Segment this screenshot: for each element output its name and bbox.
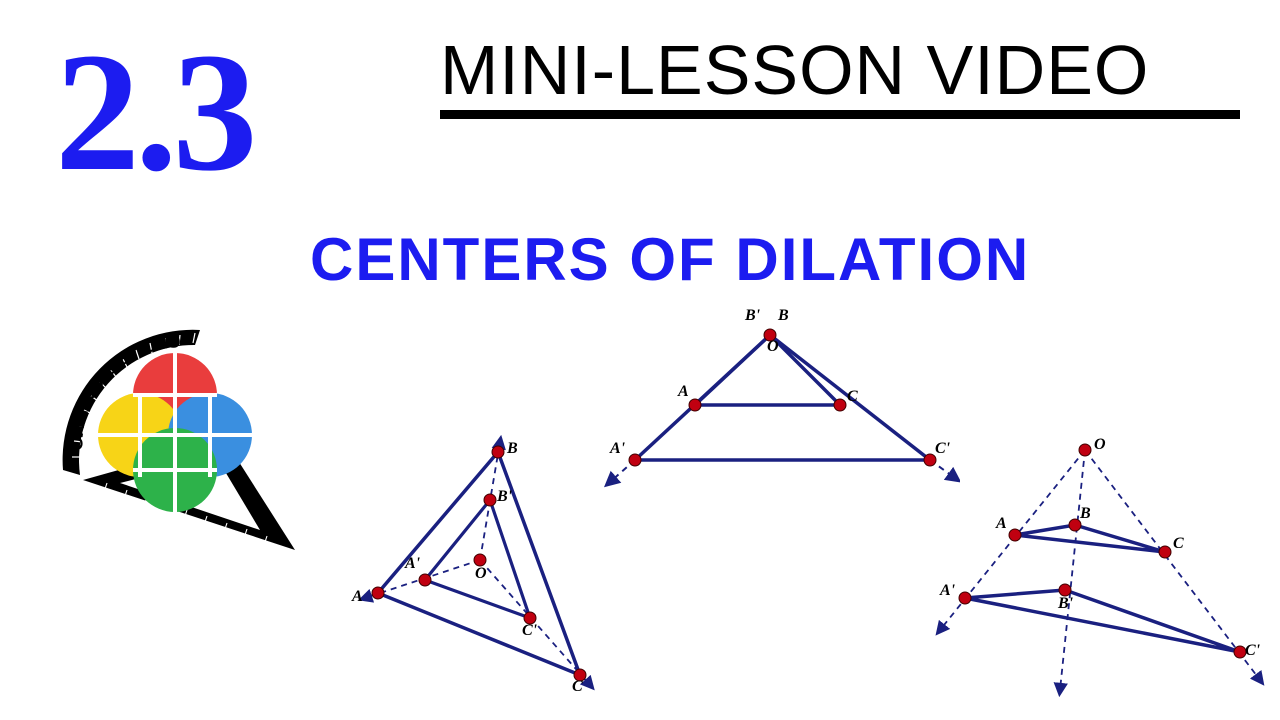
label-B: B	[778, 307, 789, 325]
label-Bp: B'	[745, 307, 760, 325]
label-C: C	[1173, 535, 1184, 553]
label-B: B	[507, 440, 518, 458]
label-Cp: C'	[1245, 642, 1260, 660]
label-B: B	[1080, 505, 1091, 523]
subtitle: CENTERS OF DILATION	[310, 225, 1030, 294]
label-O: O	[767, 338, 779, 356]
logo: GEOMETRY COMMONCORE	[35, 300, 325, 590]
label-Cp: C'	[522, 622, 537, 640]
label-Bp: B'	[497, 488, 512, 506]
label-O: O	[1094, 436, 1106, 454]
header-underline	[440, 110, 1240, 119]
diagram-bottom-right: O A B C A' B' C'	[930, 430, 1270, 710]
label-Ap: A'	[405, 555, 420, 573]
label-Ap: A'	[940, 582, 955, 600]
diagram-bottom-left: B B' A' O A C' C	[350, 430, 630, 700]
label-A: A	[678, 383, 689, 401]
label-A: A	[352, 588, 363, 606]
label-C: C	[847, 388, 858, 406]
logo-svg: GEOMETRY COMMONCORE	[35, 300, 325, 590]
header-block: MINI-LESSON VIDEO	[440, 30, 1270, 119]
header-title: MINI-LESSON VIDEO	[440, 30, 1270, 110]
label-Bp: B'	[1058, 595, 1073, 613]
label-O: O	[475, 565, 487, 583]
label-C: C	[572, 678, 583, 696]
label-A: A	[996, 515, 1007, 533]
diagram-top: B' B O A C A' C'	[600, 310, 960, 490]
lesson-number: 2.3	[55, 15, 253, 210]
